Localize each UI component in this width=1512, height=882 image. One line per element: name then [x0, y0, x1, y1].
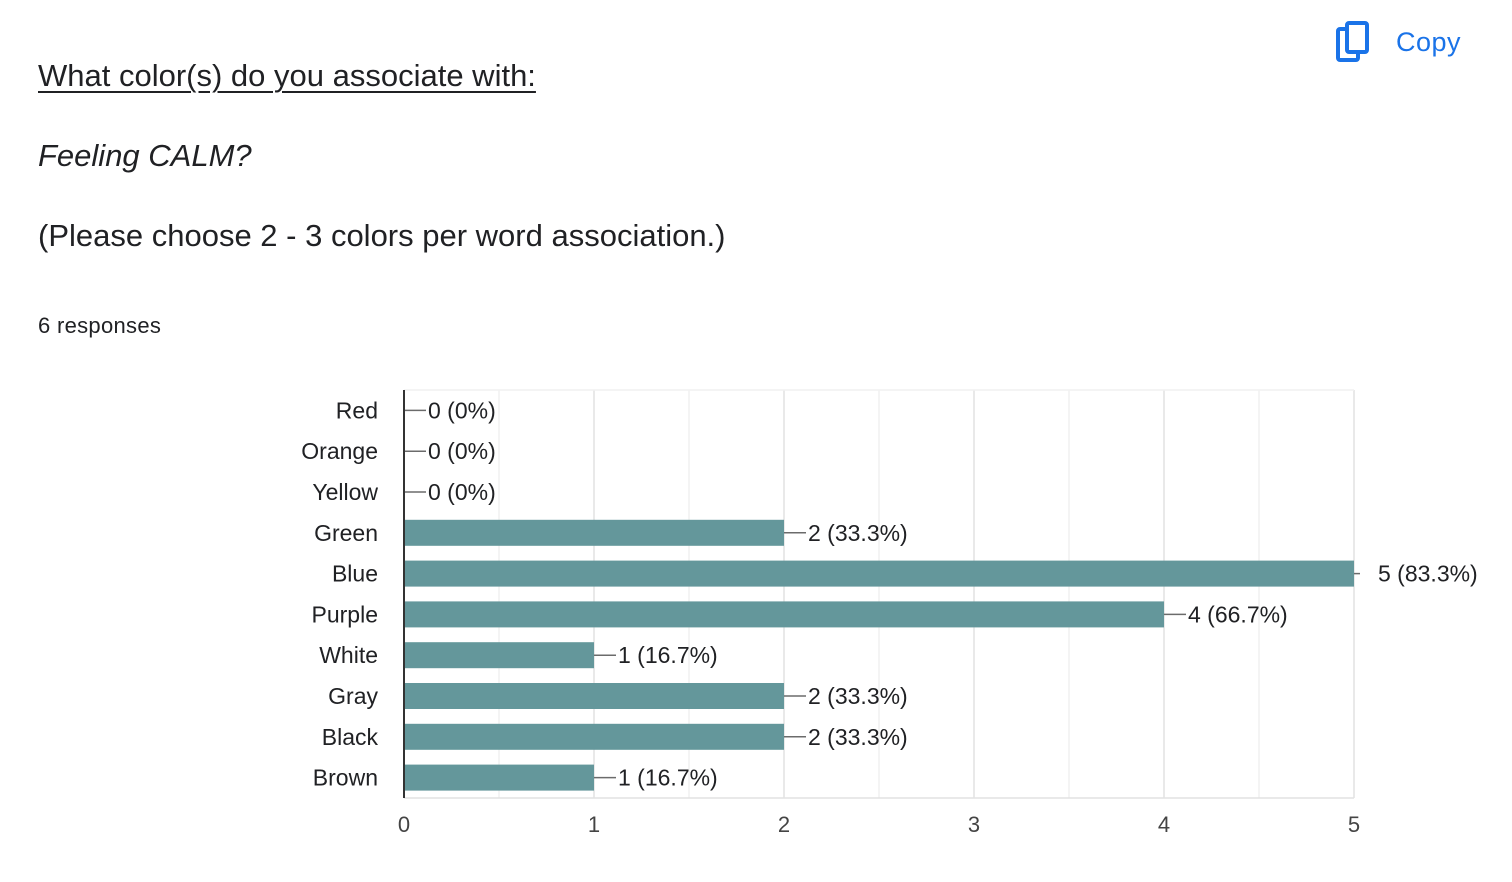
data-label: 0 (0%)	[428, 479, 496, 505]
data-label: 0 (0%)	[428, 438, 496, 464]
x-tick-label: 1	[588, 812, 600, 837]
question-subject: Feeling CALM?	[38, 138, 252, 173]
category-label: Black	[322, 724, 379, 750]
copy-button-label: Copy	[1396, 26, 1462, 57]
copy-icon	[1336, 21, 1374, 63]
question-title: What color(s) do you associate with:	[38, 58, 536, 93]
category-label: Purple	[312, 601, 378, 627]
data-label: 2 (33.3%)	[808, 724, 908, 750]
category-label: Orange	[301, 438, 378, 464]
category-label: Brown	[313, 765, 378, 791]
bar-black	[404, 723, 784, 750]
x-tick-label: 3	[968, 812, 980, 837]
data-label: 2 (33.3%)	[808, 683, 908, 709]
category-label: White	[319, 642, 378, 668]
copy-button[interactable]: Copy	[1336, 20, 1461, 64]
data-label: 4 (66.7%)	[1188, 601, 1288, 627]
response-count: 6 responses	[38, 313, 162, 338]
question-instructions: (Please choose 2 - 3 colors per word ass…	[38, 218, 726, 253]
x-tick-label: 2	[778, 812, 790, 837]
bar-green	[404, 519, 784, 546]
category-label: Gray	[328, 683, 378, 709]
data-label: 0 (0%)	[428, 397, 496, 423]
bar-brown	[404, 764, 594, 791]
bar-gray	[404, 683, 784, 709]
x-tick-label: 0	[398, 812, 410, 837]
bar-purple	[404, 601, 1164, 628]
category-label: Blue	[332, 561, 378, 587]
category-label: Green	[314, 520, 378, 546]
category-label: Red	[336, 397, 378, 423]
x-tick-label: 4	[1158, 812, 1170, 837]
data-label: 5 (83.3%)	[1378, 561, 1478, 587]
data-label: 1 (16.7%)	[618, 642, 718, 668]
category-label: Yellow	[312, 479, 378, 505]
data-label: 1 (16.7%)	[618, 765, 718, 791]
x-tick-label: 5	[1348, 812, 1360, 837]
bar-white	[404, 642, 594, 669]
bar-blue	[404, 560, 1354, 587]
data-label: 2 (33.3%)	[808, 520, 908, 546]
